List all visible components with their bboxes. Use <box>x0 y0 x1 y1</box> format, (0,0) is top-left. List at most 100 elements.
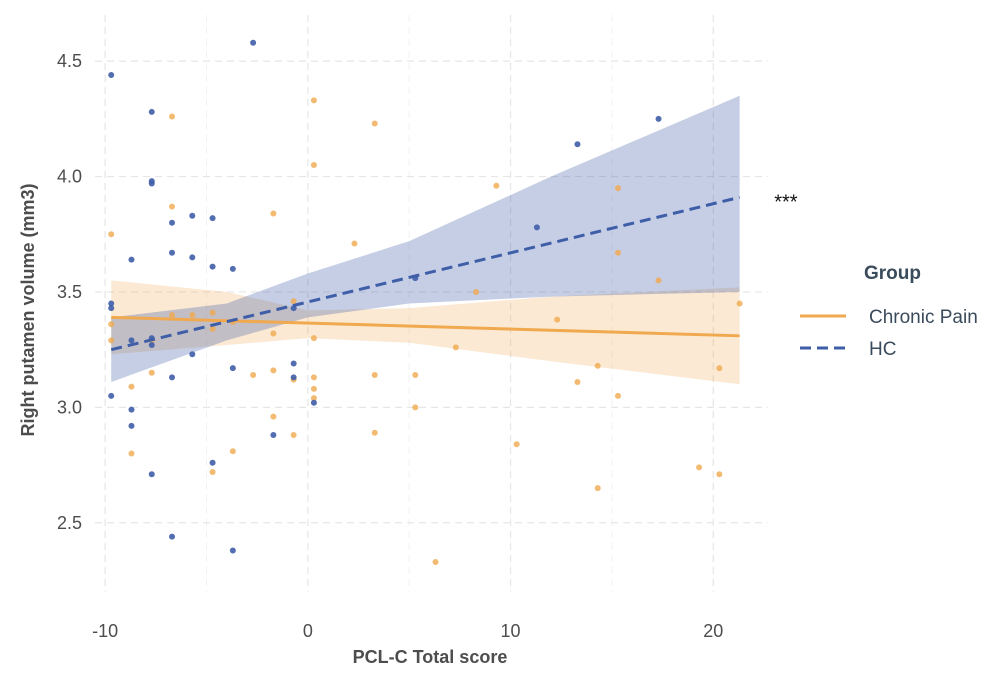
point-hc-21 <box>209 215 216 222</box>
point-hc-17 <box>169 533 176 540</box>
point-hc-12 <box>148 342 155 349</box>
point-chronic-pain-20 <box>270 413 277 420</box>
point-chronic-pain-6 <box>148 369 155 376</box>
y-tick-label-2: 3.5 <box>57 282 82 302</box>
point-chronic-pain-43 <box>594 362 601 369</box>
point-chronic-pain-31 <box>371 120 378 127</box>
grid <box>95 15 768 592</box>
point-chronic-pain-17 <box>270 210 277 217</box>
point-hc-27 <box>250 39 257 46</box>
point-chronic-pain-44 <box>594 485 601 492</box>
point-hc-4 <box>128 256 135 263</box>
point-hc-32 <box>310 399 317 406</box>
point-chronic-pain-19 <box>270 367 277 374</box>
point-chronic-pain-38 <box>473 288 480 295</box>
point-hc-19 <box>189 254 196 261</box>
x-tick-label-2: 10 <box>501 621 521 641</box>
point-chronic-pain-42 <box>574 378 581 385</box>
point-chronic-pain-28 <box>310 385 317 392</box>
point-hc-3 <box>108 392 115 399</box>
y-axis-title: Right putamen volume (mm3) <box>18 183 38 436</box>
point-hc-34 <box>533 224 540 231</box>
point-chronic-pain-49 <box>696 464 703 471</box>
point-chronic-pain-36 <box>432 558 439 565</box>
confidence-bands <box>111 95 740 385</box>
y-tick-label-4: 4.5 <box>57 51 82 71</box>
point-chronic-pain-30 <box>351 240 358 247</box>
point-chronic-pain-0 <box>108 231 115 238</box>
point-chronic-pain-9 <box>169 312 176 319</box>
point-chronic-pain-51 <box>716 471 723 478</box>
legend-label-hc: HC <box>869 339 896 360</box>
point-chronic-pain-12 <box>209 325 216 332</box>
point-chronic-pain-48 <box>655 277 662 284</box>
point-chronic-pain-50 <box>716 365 723 372</box>
point-hc-5 <box>128 337 135 344</box>
point-chronic-pain-26 <box>310 335 317 342</box>
point-chronic-pain-32 <box>371 372 378 379</box>
point-chronic-pain-39 <box>493 182 500 189</box>
point-chronic-pain-7 <box>169 113 176 120</box>
point-hc-36 <box>655 115 662 122</box>
point-chronic-pain-33 <box>371 429 378 436</box>
y-tick-label-1: 3.0 <box>57 397 82 417</box>
point-hc-10 <box>148 180 155 187</box>
point-chronic-pain-40 <box>513 441 520 448</box>
point-hc-2 <box>108 305 115 312</box>
point-chronic-pain-46 <box>614 249 621 256</box>
point-hc-31 <box>290 374 297 381</box>
regression-line-chronic-pain <box>111 315 740 338</box>
point-chronic-pain-21 <box>290 298 297 305</box>
legend-title: Group <box>864 263 921 284</box>
point-hc-35 <box>574 141 581 148</box>
x-tick-label-0: -10 <box>92 621 118 641</box>
point-chronic-pain-29 <box>310 395 317 402</box>
point-hc-22 <box>209 263 216 270</box>
point-chronic-pain-18 <box>270 330 277 337</box>
point-hc-13 <box>148 471 155 478</box>
point-chronic-pain-25 <box>310 162 317 169</box>
point-hc-1 <box>108 300 115 307</box>
y-tick-label-0: 2.5 <box>57 513 82 533</box>
point-chronic-pain-23 <box>290 432 297 439</box>
point-hc-6 <box>128 406 135 413</box>
point-chronic-pain-37 <box>452 344 459 351</box>
point-chronic-pain-16 <box>250 372 257 379</box>
point-hc-24 <box>229 265 236 272</box>
point-chronic-pain-1 <box>108 321 115 328</box>
significance-annotation: *** <box>774 192 798 214</box>
point-chronic-pain-15 <box>229 448 236 455</box>
legend-label-chronic-pain: Chronic Pain <box>869 307 978 328</box>
point-hc-16 <box>169 374 176 381</box>
point-chronic-pain-35 <box>412 404 419 411</box>
y-tick-label-3: 4.0 <box>57 167 82 187</box>
point-chronic-pain-13 <box>209 468 216 475</box>
y-axis-ticks: 2.5 3.0 3.5 4.0 4.5 <box>57 51 82 533</box>
point-hc-0 <box>108 72 115 79</box>
point-hc-7 <box>128 422 135 429</box>
point-chronic-pain-41 <box>554 316 561 323</box>
point-hc-8 <box>148 108 155 115</box>
regression-lines <box>110 195 740 352</box>
point-hc-29 <box>290 305 297 312</box>
x-tick-label-3: 20 <box>703 621 723 641</box>
data-points <box>108 39 743 565</box>
point-chronic-pain-11 <box>209 309 216 316</box>
point-hc-14 <box>169 219 176 226</box>
point-hc-15 <box>169 249 176 256</box>
point-chronic-pain-4 <box>128 450 135 457</box>
point-chronic-pain-34 <box>412 372 419 379</box>
point-hc-20 <box>189 351 196 358</box>
regression-line-hc <box>110 195 740 352</box>
confidence-band-chronic-pain <box>111 280 740 385</box>
point-chronic-pain-24 <box>310 97 317 104</box>
point-hc-26 <box>229 547 236 554</box>
point-hc-25 <box>229 365 236 372</box>
x-axis-title: PCL-C Total score <box>353 647 508 667</box>
point-chronic-pain-2 <box>108 337 115 344</box>
point-chronic-pain-8 <box>169 203 176 210</box>
point-hc-28 <box>270 432 277 439</box>
point-chronic-pain-3 <box>128 383 135 390</box>
point-hc-18 <box>189 212 196 219</box>
x-axis-ticks: -10 0 10 20 <box>92 621 723 641</box>
